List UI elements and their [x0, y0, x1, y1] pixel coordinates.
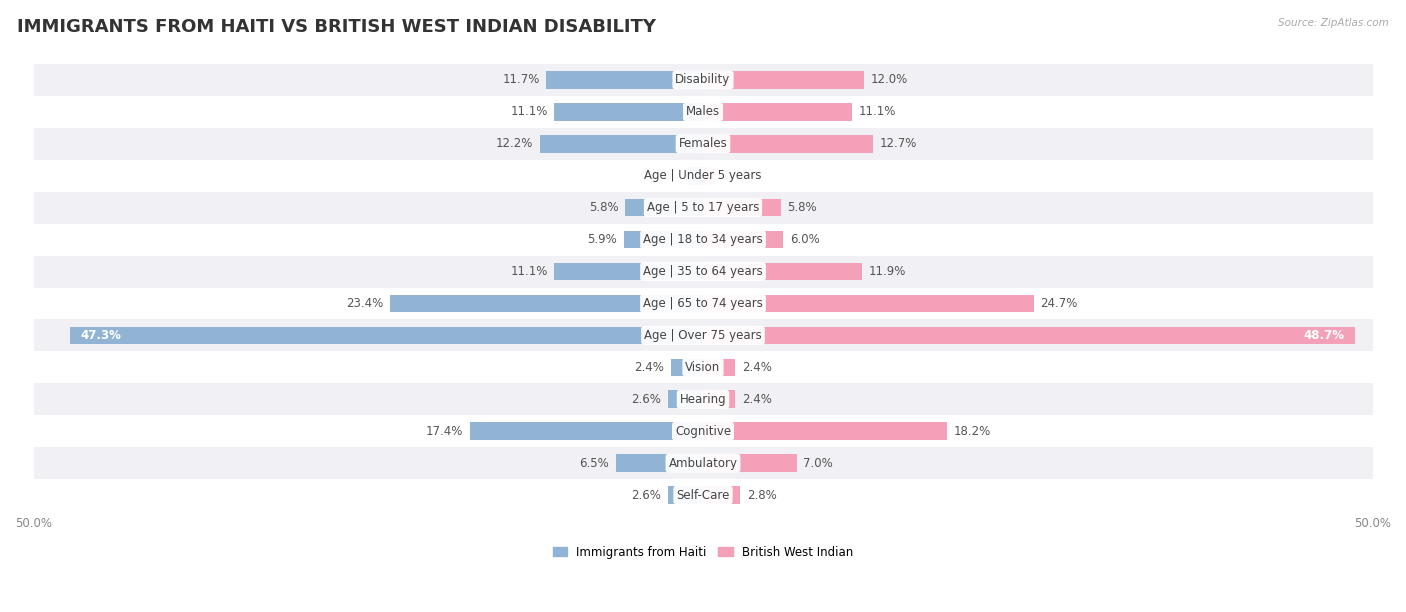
- Text: 2.8%: 2.8%: [747, 488, 778, 502]
- Bar: [703, 390, 735, 408]
- Bar: [34, 479, 1372, 511]
- Text: 12.7%: 12.7%: [880, 137, 917, 151]
- Bar: [703, 422, 946, 440]
- Bar: [34, 160, 1372, 192]
- Text: 6.0%: 6.0%: [790, 233, 820, 246]
- Bar: [703, 71, 863, 89]
- Text: 5.8%: 5.8%: [589, 201, 619, 214]
- Bar: [547, 71, 703, 89]
- Bar: [668, 390, 703, 408]
- Text: 2.6%: 2.6%: [631, 488, 661, 502]
- Bar: [668, 487, 703, 504]
- Text: Cognitive: Cognitive: [675, 425, 731, 438]
- Bar: [703, 359, 735, 376]
- Bar: [34, 288, 1372, 319]
- Bar: [34, 447, 1372, 479]
- Text: 23.4%: 23.4%: [346, 297, 382, 310]
- Bar: [703, 167, 716, 184]
- Text: IMMIGRANTS FROM HAITI VS BRITISH WEST INDIAN DISABILITY: IMMIGRANTS FROM HAITI VS BRITISH WEST IN…: [17, 18, 655, 36]
- Bar: [389, 295, 703, 312]
- Text: Vision: Vision: [685, 361, 721, 374]
- Bar: [624, 231, 703, 248]
- Text: 11.7%: 11.7%: [502, 73, 540, 86]
- Bar: [34, 256, 1372, 288]
- Text: 48.7%: 48.7%: [1303, 329, 1344, 342]
- Text: Males: Males: [686, 105, 720, 118]
- Text: Age | Under 5 years: Age | Under 5 years: [644, 170, 762, 182]
- Text: Disability: Disability: [675, 73, 731, 86]
- Text: 2.4%: 2.4%: [742, 393, 772, 406]
- Text: 1.3%: 1.3%: [650, 170, 679, 182]
- Bar: [540, 135, 703, 152]
- Text: 7.0%: 7.0%: [803, 457, 834, 469]
- Text: 18.2%: 18.2%: [953, 425, 991, 438]
- Bar: [703, 454, 797, 472]
- Text: Females: Females: [679, 137, 727, 151]
- Bar: [671, 359, 703, 376]
- Bar: [703, 327, 1355, 344]
- Text: 2.4%: 2.4%: [742, 361, 772, 374]
- Text: Age | 5 to 17 years: Age | 5 to 17 years: [647, 201, 759, 214]
- Bar: [703, 135, 873, 152]
- Bar: [554, 103, 703, 121]
- Legend: Immigrants from Haiti, British West Indian: Immigrants from Haiti, British West Indi…: [548, 541, 858, 563]
- Text: 5.9%: 5.9%: [588, 233, 617, 246]
- Bar: [34, 351, 1372, 383]
- Text: 0.99%: 0.99%: [723, 170, 761, 182]
- Bar: [703, 487, 741, 504]
- Text: 12.0%: 12.0%: [870, 73, 908, 86]
- Bar: [34, 96, 1372, 128]
- Bar: [34, 223, 1372, 256]
- Text: 6.5%: 6.5%: [579, 457, 609, 469]
- Bar: [34, 64, 1372, 96]
- Bar: [703, 231, 783, 248]
- Text: Age | 35 to 64 years: Age | 35 to 64 years: [643, 265, 763, 278]
- Bar: [616, 454, 703, 472]
- Text: 17.4%: 17.4%: [426, 425, 464, 438]
- Text: 11.9%: 11.9%: [869, 265, 907, 278]
- Text: Age | 65 to 74 years: Age | 65 to 74 years: [643, 297, 763, 310]
- Text: 5.8%: 5.8%: [787, 201, 817, 214]
- Bar: [34, 128, 1372, 160]
- Text: Ambulatory: Ambulatory: [668, 457, 738, 469]
- Bar: [554, 263, 703, 280]
- Text: 11.1%: 11.1%: [510, 265, 548, 278]
- Bar: [34, 415, 1372, 447]
- Text: Age | 18 to 34 years: Age | 18 to 34 years: [643, 233, 763, 246]
- Text: 12.2%: 12.2%: [495, 137, 533, 151]
- Text: 11.1%: 11.1%: [510, 105, 548, 118]
- Text: 24.7%: 24.7%: [1040, 297, 1078, 310]
- Bar: [703, 199, 780, 217]
- Bar: [34, 319, 1372, 351]
- Bar: [70, 327, 703, 344]
- Bar: [34, 383, 1372, 415]
- Text: 2.6%: 2.6%: [631, 393, 661, 406]
- Text: Self-Care: Self-Care: [676, 488, 730, 502]
- Text: Source: ZipAtlas.com: Source: ZipAtlas.com: [1278, 18, 1389, 28]
- Text: 2.4%: 2.4%: [634, 361, 664, 374]
- Text: 11.1%: 11.1%: [858, 105, 896, 118]
- Bar: [703, 263, 862, 280]
- Bar: [703, 295, 1033, 312]
- Text: 47.3%: 47.3%: [80, 329, 121, 342]
- Bar: [34, 192, 1372, 223]
- Bar: [686, 167, 703, 184]
- Bar: [470, 422, 703, 440]
- Text: Hearing: Hearing: [679, 393, 727, 406]
- Bar: [626, 199, 703, 217]
- Bar: [703, 103, 852, 121]
- Text: Age | Over 75 years: Age | Over 75 years: [644, 329, 762, 342]
